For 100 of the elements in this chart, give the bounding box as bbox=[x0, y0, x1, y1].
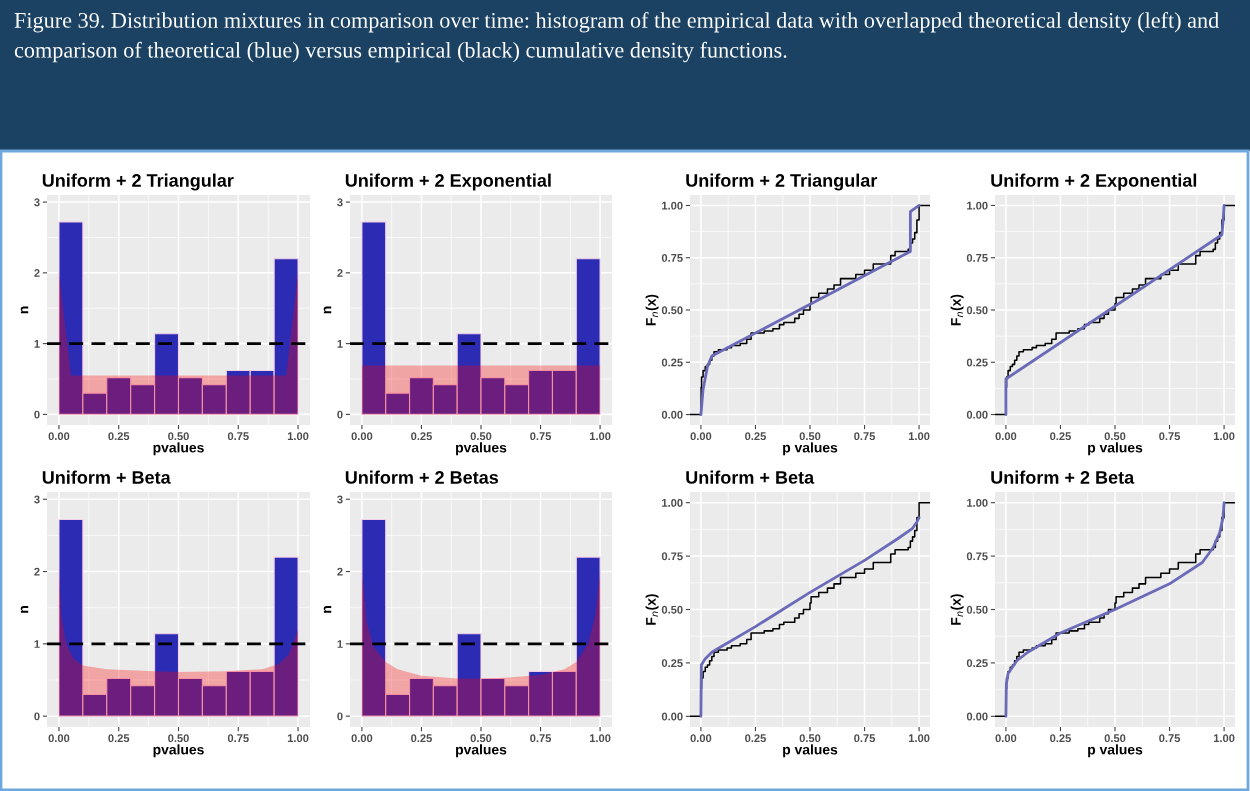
x-tick-label: 0.50 bbox=[470, 734, 492, 743]
x-axis-title: p values bbox=[1088, 442, 1143, 456]
x-tick-label: 0.25 bbox=[1050, 432, 1071, 441]
y-tick-label: 1.00 bbox=[967, 498, 988, 507]
chart-title: Uniform + 2 Betas bbox=[345, 470, 499, 484]
y-tick-label: 0.75 bbox=[661, 253, 683, 262]
y-axis-title: n bbox=[20, 606, 29, 613]
x-axis-title: pvalues bbox=[456, 442, 507, 456]
x-tick-label: 1.00 bbox=[1213, 734, 1235, 743]
x-tick-label: 0.50 bbox=[799, 432, 821, 441]
x-tick-label: 0.00 bbox=[351, 432, 373, 441]
y-axis-title: n bbox=[323, 606, 332, 613]
chart-title: Uniform + 2 Triangular bbox=[686, 173, 878, 191]
y-tick-label: 0.50 bbox=[966, 306, 988, 315]
y-tick-label: 0.25 bbox=[966, 358, 988, 367]
caption: Figure 39. Distribution mixtures in comparison over time: histogram of the empirical data with overlapped theoretical density (left) and comparison of theoretical (blue) versus empirical (black) cumulative density functions. bbox=[14, 12, 1219, 63]
y-axis-title: n bbox=[20, 306, 29, 314]
chart-title: Uniform + Beta bbox=[686, 470, 815, 484]
x-tick-label: 0.50 bbox=[168, 432, 189, 441]
x-axis-title: pvalues bbox=[456, 744, 507, 758]
y-tick-label: 3 bbox=[34, 495, 40, 504]
x-tick-label: 0.25 bbox=[411, 734, 432, 743]
y-tick-label: 2 bbox=[337, 269, 343, 277]
x-tick-label: 0.75 bbox=[854, 734, 876, 743]
y-tick-label: 0.00 bbox=[966, 712, 988, 721]
x-tick-label: 0.50 bbox=[1104, 432, 1126, 441]
y-tick-label: 0.75 bbox=[661, 552, 683, 561]
x-tick-label: 0.75 bbox=[1159, 432, 1181, 441]
x-tick-label: 0.25 bbox=[1050, 734, 1071, 743]
x-axis-title: pvalues bbox=[153, 744, 204, 758]
x-tick-label: 0.50 bbox=[168, 734, 189, 743]
x-tick-label: 0.75 bbox=[854, 432, 876, 441]
x-tick-label: 0.50 bbox=[470, 432, 492, 441]
chart-title: Uniform + 2 Beta bbox=[991, 470, 1135, 484]
y-tick-label: 0.00 bbox=[661, 712, 683, 721]
y-tick-label: 1.00 bbox=[662, 201, 683, 210]
chart-title: Uniform + 2 Exponential bbox=[345, 173, 551, 191]
y-tick-label: 0.25 bbox=[661, 659, 683, 668]
y-tick-label: 1 bbox=[34, 640, 40, 648]
y-tick-label: 0.75 bbox=[966, 253, 988, 262]
x-tick-label: 0.25 bbox=[745, 432, 766, 441]
x-tick-label: 1.00 bbox=[589, 432, 611, 441]
x-tick-label: 0.75 bbox=[227, 432, 249, 441]
x-tick-label: 0.00 bbox=[351, 734, 373, 743]
y-tick-label: 3 bbox=[337, 198, 343, 207]
y-tick-label: 3 bbox=[337, 495, 343, 504]
x-tick-label: 0.25 bbox=[745, 734, 766, 743]
x-tick-label: 0.75 bbox=[1159, 734, 1181, 743]
y-tick-label: 2 bbox=[34, 269, 40, 277]
x-tick-label: 1.00 bbox=[589, 734, 611, 743]
y-tick-label: 0.25 bbox=[661, 358, 683, 367]
y-tick-label: 0 bbox=[34, 410, 40, 419]
x-tick-label: 1.00 bbox=[1213, 432, 1235, 441]
y-tick-label: 0.25 bbox=[966, 659, 988, 668]
y-tick-label: 0.50 bbox=[661, 306, 683, 315]
y-tick-label: 1 bbox=[337, 340, 343, 348]
chart-title: Uniform + Beta bbox=[42, 470, 171, 484]
x-tick-label: 1.00 bbox=[287, 432, 309, 441]
y-tick-label: 0.50 bbox=[966, 605, 988, 614]
y-tick-label: 1.00 bbox=[967, 201, 988, 210]
x-tick-label: 0.25 bbox=[108, 432, 130, 441]
chart-title: Uniform + 2 Triangular bbox=[42, 173, 234, 191]
x-axis-title: p values bbox=[1088, 744, 1143, 758]
y-axis-title: n bbox=[323, 306, 332, 314]
x-tick-label: 0.25 bbox=[411, 432, 432, 441]
x-tick-label: 0.75 bbox=[530, 734, 552, 743]
y-axis-title: F$_{n}$(x) bbox=[950, 294, 964, 326]
y-tick-label: 0 bbox=[337, 712, 343, 721]
x-tick-label: 1.00 bbox=[908, 432, 930, 441]
y-tick-label: 0.50 bbox=[661, 605, 683, 614]
chart-title: Uniform + 2 Exponential bbox=[991, 173, 1197, 191]
y-axis-title: F$_{n}$(x) bbox=[645, 294, 659, 326]
x-axis-title: pvalues bbox=[153, 442, 204, 456]
x-tick-label: 0.50 bbox=[799, 734, 821, 743]
y-tick-label: 2 bbox=[337, 567, 343, 576]
y-tick-label: 0.00 bbox=[966, 410, 988, 419]
x-tick-label: 1.00 bbox=[287, 734, 309, 743]
x-axis-title: p values bbox=[783, 744, 838, 758]
x-tick-label: 0.75 bbox=[530, 432, 552, 441]
y-tick-label: 0 bbox=[34, 712, 40, 721]
x-tick-label: 0.00 bbox=[690, 734, 712, 743]
y-axis-title: F$_{n}$(x) bbox=[645, 594, 659, 625]
x-tick-label: 0.00 bbox=[48, 734, 70, 743]
x-axis-title: p values bbox=[783, 442, 838, 456]
y-tick-label: 1.00 bbox=[662, 498, 683, 507]
y-tick-label: 0.00 bbox=[661, 410, 683, 419]
x-tick-label: 0.00 bbox=[995, 432, 1017, 441]
y-tick-label: 1 bbox=[34, 340, 40, 348]
y-tick-label: 3 bbox=[34, 198, 40, 207]
y-tick-label: 0.75 bbox=[966, 552, 988, 561]
y-axis-title: F$_{n}$(x) bbox=[950, 594, 964, 625]
y-tick-label: 0 bbox=[337, 410, 343, 419]
x-tick-label: 0.00 bbox=[690, 432, 712, 441]
x-tick-label: 0.75 bbox=[227, 734, 249, 743]
x-tick-label: 0.00 bbox=[48, 432, 70, 441]
y-tick-label: 2 bbox=[34, 567, 40, 576]
x-tick-label: 0.25 bbox=[108, 734, 130, 743]
x-tick-label: 1.00 bbox=[908, 734, 930, 743]
x-tick-label: 0.00 bbox=[995, 734, 1017, 743]
x-tick-label: 0.50 bbox=[1104, 734, 1126, 743]
